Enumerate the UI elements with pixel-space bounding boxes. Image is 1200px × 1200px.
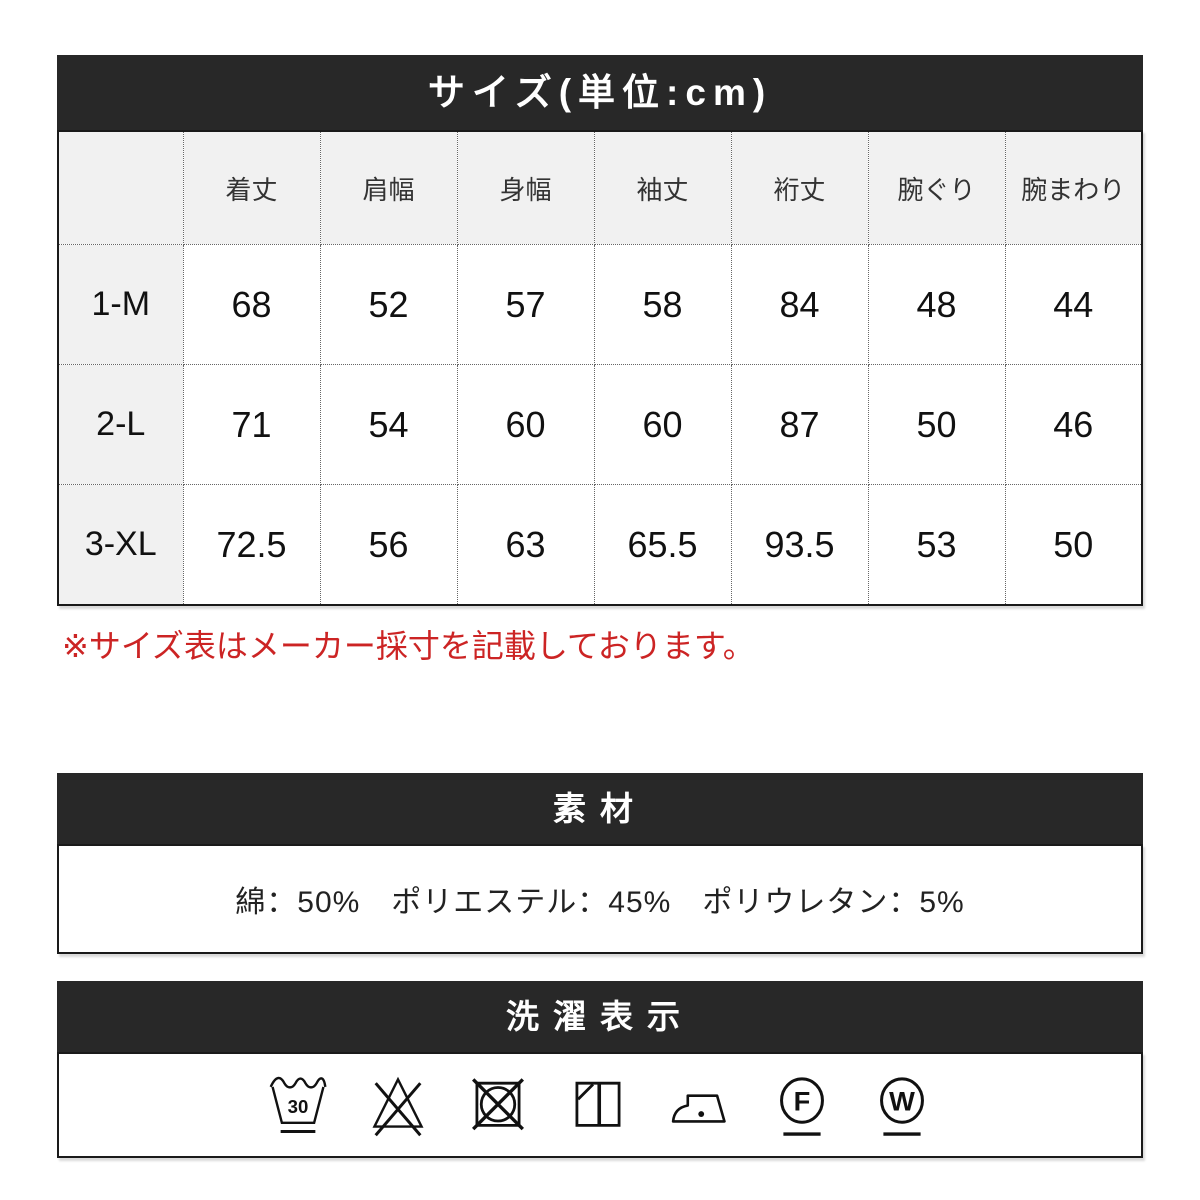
size-value: 54 (319, 364, 458, 485)
material-title-bar: 素材 (57, 773, 1143, 844)
size-value: 60 (593, 364, 732, 485)
washing-title: 洗濯表示 (506, 998, 694, 1035)
column-header: 身幅 (456, 130, 595, 245)
size-table: 着丈 肩幅 身幅 袖丈 裄丈 腕ぐり 腕まわり 1-M 68 52 57 58 … (57, 130, 1143, 606)
svg-text:30: 30 (288, 1095, 309, 1116)
iron-low-heat-icon (667, 1072, 733, 1139)
line-dry-in-shade-icon (567, 1072, 629, 1139)
size-value: 65.5 (593, 484, 732, 606)
washing-section: 洗濯表示 30 (57, 981, 1143, 1158)
washing-panel: 30 (57, 1052, 1143, 1158)
page-content: サイズ(単位:cm) 着丈 肩幅 身幅 袖丈 裄丈 腕ぐり 腕まわり 1-M (57, 0, 1143, 1158)
do-not-bleach-icon (367, 1072, 429, 1139)
column-header: 裄丈 (730, 130, 869, 245)
size-value: 56 (319, 484, 458, 606)
material-title: 素材 (553, 790, 647, 827)
size-value: 46 (1004, 364, 1143, 485)
size-value: 60 (456, 364, 595, 485)
size-value: 71 (182, 364, 321, 485)
column-header: 肩幅 (319, 130, 458, 245)
size-table-header-row: 着丈 肩幅 身幅 袖丈 裄丈 腕ぐり 腕まわり (57, 130, 1143, 245)
size-value: 57 (456, 244, 595, 365)
size-note: ※サイズ表はメーカー採寸を記載しております。 (62, 628, 755, 664)
size-table-corner-cell (57, 130, 184, 245)
wash-30-gentle-icon: 30 (267, 1072, 329, 1139)
size-value: 87 (730, 364, 869, 485)
material-section: 素材 綿：50% ポリエステル：45% ポリウレタン：5% (57, 773, 1143, 954)
table-row: 3-XL 72.5 56 63 65.5 93.5 53 50 (57, 484, 1143, 606)
size-section-title-bar: サイズ(単位:cm) (57, 55, 1143, 130)
washing-title-bar: 洗濯表示 (57, 981, 1143, 1052)
do-not-tumble-dry-icon (467, 1072, 529, 1139)
svg-text:W: W (889, 1085, 915, 1116)
material-panel: 綿：50% ポリエステル：45% ポリウレタン：5% (57, 844, 1143, 954)
size-value: 50 (1004, 484, 1143, 606)
material-text: 綿：50% ポリエステル：45% ポリウレタン：5% (235, 886, 965, 919)
dry-clean-petroleum-gentle-icon: F (771, 1072, 833, 1139)
size-value: 44 (1004, 244, 1143, 365)
size-section: サイズ(単位:cm) 着丈 肩幅 身幅 袖丈 裄丈 腕ぐり 腕まわり 1-M (57, 55, 1143, 668)
size-value: 63 (456, 484, 595, 606)
size-section-title: サイズ(単位:cm) (427, 72, 773, 113)
row-label: 2-L (57, 364, 184, 485)
size-value: 53 (867, 484, 1006, 606)
table-row: 1-M 68 52 57 58 84 48 44 (57, 244, 1143, 365)
column-header: 腕ぐり (867, 130, 1006, 245)
table-row: 2-L 71 54 60 60 87 50 46 (57, 364, 1143, 485)
size-value: 48 (867, 244, 1006, 365)
row-label: 3-XL (57, 484, 184, 606)
wet-clean-gentle-icon: W (871, 1072, 933, 1139)
column-header: 着丈 (182, 130, 321, 245)
size-value: 72.5 (182, 484, 321, 606)
row-label: 1-M (57, 244, 184, 365)
size-value: 58 (593, 244, 732, 365)
column-header: 袖丈 (593, 130, 732, 245)
size-value: 50 (867, 364, 1006, 485)
svg-text:F: F (794, 1085, 811, 1116)
size-value: 68 (182, 244, 321, 365)
size-value: 52 (319, 244, 458, 365)
size-value: 84 (730, 244, 869, 365)
size-value: 93.5 (730, 484, 869, 606)
column-header: 腕まわり (1004, 130, 1143, 245)
